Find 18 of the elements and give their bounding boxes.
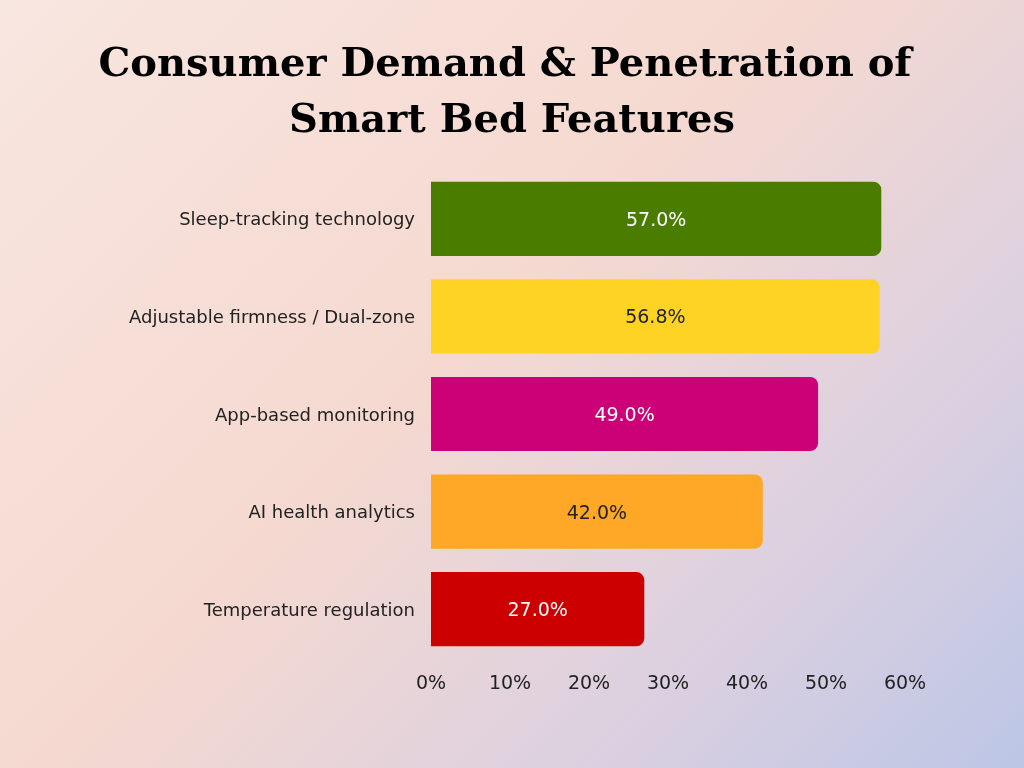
x-tick-label: 30% bbox=[646, 670, 690, 693]
y-tick-label: Adjustable firmness / Dual-zone bbox=[129, 305, 415, 327]
x-tick-label: 0% bbox=[415, 670, 447, 693]
y-tick-label: Sleep-tracking technology bbox=[179, 208, 416, 230]
y-tick-label: AI health analytics bbox=[248, 501, 415, 523]
x-tick-label: 20% bbox=[567, 670, 611, 693]
x-tick-label: 50% bbox=[804, 670, 848, 693]
data-label: 57.0% bbox=[625, 207, 687, 230]
x-tick-label: 60% bbox=[883, 670, 927, 693]
y-tick-label: App-based monitoring bbox=[215, 403, 415, 425]
data-label: 42.0% bbox=[566, 500, 628, 523]
chart-title: Consumer Demand & Penetration of Smart Bed Features bbox=[98, 37, 926, 141]
data-label: 27.0% bbox=[507, 598, 568, 621]
data-label: 49.0% bbox=[594, 403, 655, 425]
data-label: 56.8% bbox=[625, 305, 686, 328]
x-tick-label: 40% bbox=[725, 670, 769, 693]
x-tick-label: 10% bbox=[488, 670, 532, 693]
y-tick-label: Temperature regulation bbox=[202, 598, 415, 620]
